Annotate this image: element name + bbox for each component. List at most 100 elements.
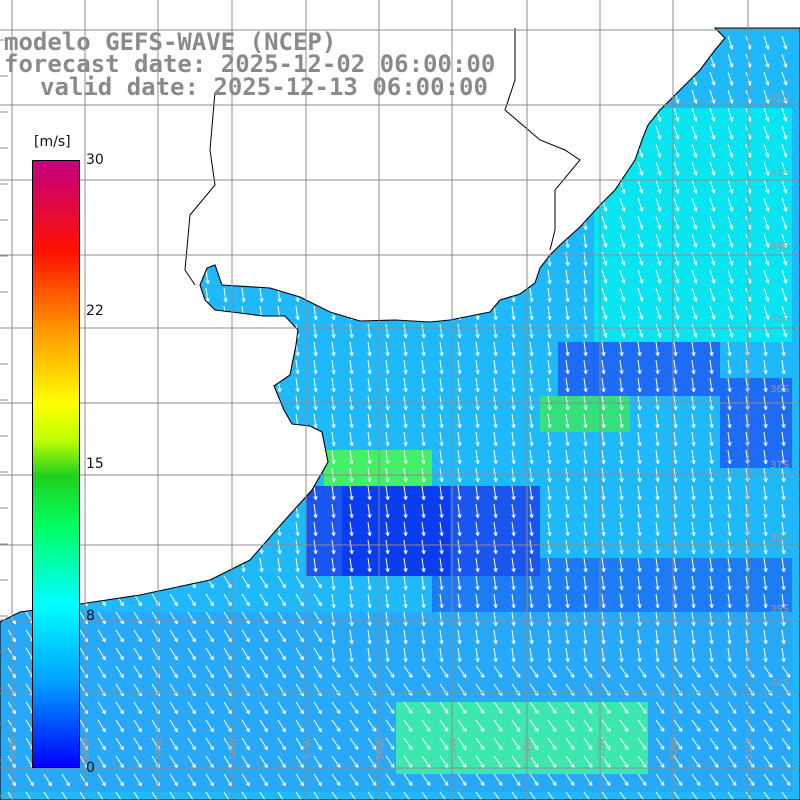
wind-speed-cell xyxy=(594,54,613,73)
wind-arrow xyxy=(7,323,12,339)
wind-speed-cell xyxy=(180,288,199,307)
wind-arrow xyxy=(79,287,84,303)
wind-speed-cell xyxy=(432,180,451,199)
wind-speed-cell xyxy=(774,666,793,685)
wind-speed-cell xyxy=(252,504,271,523)
wind-arrow xyxy=(25,359,30,375)
wind-speed-cell xyxy=(0,576,19,595)
wind-arrow xyxy=(421,35,426,51)
wind-speed-cell xyxy=(162,396,181,415)
wind-arrow xyxy=(79,143,84,159)
wind-arrow xyxy=(385,251,390,267)
wind-speed-cell xyxy=(108,270,127,289)
wind-speed-cell xyxy=(288,234,307,253)
wind-speed-cell xyxy=(450,666,469,685)
wind-speed-cell xyxy=(234,144,253,163)
wind-arrow xyxy=(565,125,570,141)
wind-arrow xyxy=(529,197,534,213)
wind-speed-cell xyxy=(774,54,793,73)
wind-arrow xyxy=(277,359,282,375)
wind-arrow xyxy=(223,161,228,177)
wind-speed-cell xyxy=(144,198,163,217)
wind-speed-cell xyxy=(180,666,199,685)
wind-speed-cell xyxy=(288,198,307,217)
wind-speed-cell xyxy=(684,270,703,289)
wind-arrow xyxy=(295,125,300,141)
wind-speed-cell xyxy=(468,144,487,163)
wind-arrow xyxy=(79,359,84,375)
wind-arrow xyxy=(7,305,12,321)
wind-speed-cell xyxy=(180,576,199,595)
wind-arrow xyxy=(205,485,210,501)
wind-speed-cell xyxy=(450,180,469,199)
wind-speed-cell xyxy=(90,360,109,379)
wind-speed-cell xyxy=(144,396,163,415)
wind-speed-cell xyxy=(108,432,127,451)
wind-speed-cell xyxy=(630,234,649,253)
wind-arrow xyxy=(403,179,408,195)
wind-arrow xyxy=(7,359,12,375)
wind-arrow xyxy=(205,341,210,357)
wind-speed-cell xyxy=(324,216,343,235)
wind-arrow xyxy=(7,233,12,249)
wind-arrow xyxy=(367,269,372,285)
colorbar-tick-0: 0 xyxy=(86,760,95,776)
wind-speed-cell xyxy=(180,612,199,631)
wind-arrow xyxy=(403,143,408,159)
wind-arrow xyxy=(349,269,354,285)
wind-speed-cell xyxy=(468,180,487,199)
wind-arrow xyxy=(457,233,462,249)
wind-speed-cell xyxy=(288,108,307,127)
wind-speed-cell xyxy=(252,324,271,343)
wind-arrow xyxy=(349,143,354,159)
wind-speed-cell xyxy=(792,108,800,127)
wind-speed-cell xyxy=(468,108,487,127)
wind-speed-cell xyxy=(360,216,379,235)
wind-arrow xyxy=(277,449,282,465)
wind-speed-cell xyxy=(684,126,703,145)
colorbar-unit: [m/s] xyxy=(34,134,71,150)
wind-arrow xyxy=(241,143,246,159)
wind-arrow xyxy=(151,503,156,519)
wind-arrow xyxy=(547,179,552,195)
wind-speed-cell xyxy=(702,198,721,217)
wind-arrow xyxy=(421,233,426,249)
wind-speed-cell xyxy=(720,54,739,73)
wind-speed-cell xyxy=(540,90,559,109)
wind-speed-cell xyxy=(450,108,469,127)
wind-speed-cell xyxy=(180,486,199,505)
wind-arrow xyxy=(277,503,282,519)
wind-speed-cell xyxy=(180,540,199,559)
wind-speed-cell xyxy=(630,162,649,181)
wind-arrow xyxy=(187,521,192,537)
wind-speed-cell xyxy=(0,324,19,343)
wind-arrow xyxy=(205,539,210,555)
wind-speed-cell xyxy=(684,198,703,217)
wind-speed-cell xyxy=(738,108,757,127)
wind-speed-cell xyxy=(648,234,667,253)
wind-arrow xyxy=(259,215,264,231)
wind-arrow xyxy=(511,107,516,123)
wind-speed-cell xyxy=(0,468,19,487)
wind-speed-cell xyxy=(198,378,217,397)
wind-arrow xyxy=(583,89,588,105)
wind-speed-cell xyxy=(180,360,199,379)
wind-arrow xyxy=(475,215,480,231)
wind-speed-cell xyxy=(378,180,397,199)
wind-speed-cell xyxy=(774,144,793,163)
wind-speed-cell xyxy=(144,378,163,397)
wind-arrow xyxy=(601,35,608,50)
wind-speed-cell xyxy=(792,126,800,145)
wind-speed-cell xyxy=(270,144,289,163)
wind-arrow xyxy=(421,215,426,231)
wind-speed-cell xyxy=(666,144,685,163)
wind-arrow xyxy=(313,251,318,267)
wind-speed-cell xyxy=(612,72,631,91)
wind-speed-cell xyxy=(162,504,181,523)
wind-speed-cell xyxy=(666,270,685,289)
wind-arrow xyxy=(295,485,300,501)
wind-arrow xyxy=(97,233,102,249)
wind-speed-cell xyxy=(162,522,181,541)
wind-speed-cell xyxy=(270,486,289,505)
wind-speed-cell xyxy=(216,630,235,649)
